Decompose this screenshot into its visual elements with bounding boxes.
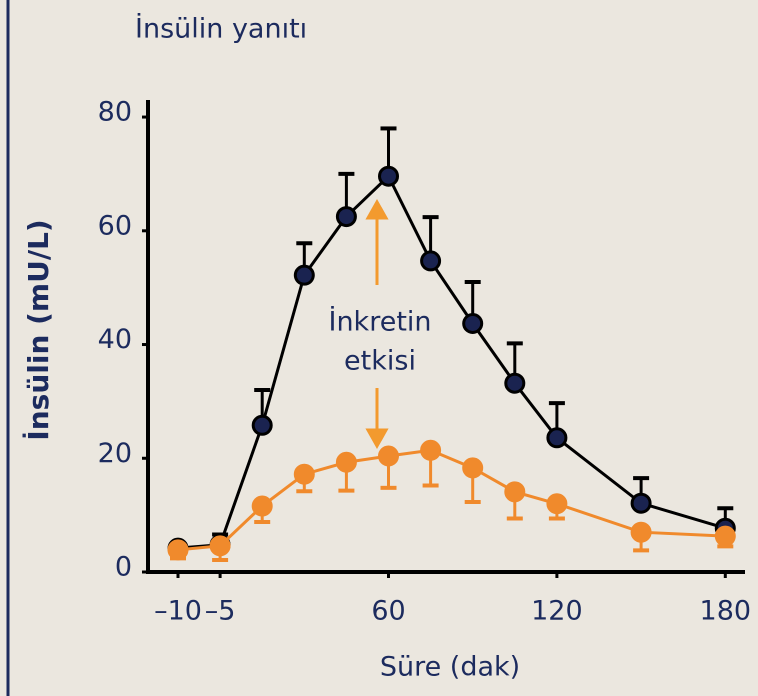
data-point	[462, 457, 484, 479]
annotation-arrows	[365, 198, 389, 450]
y-tick-label: 0	[115, 552, 132, 583]
data-point	[209, 535, 231, 557]
x-tick-label: 60	[371, 596, 405, 627]
data-point	[335, 451, 357, 473]
y-tick-label: 60	[98, 210, 132, 241]
data-point	[546, 427, 568, 449]
data-point	[335, 206, 357, 228]
chart-title: İnsülin yanıtı	[135, 13, 307, 45]
data-point	[546, 493, 568, 515]
x-tick-label: –10	[154, 596, 202, 627]
data-point	[630, 492, 652, 514]
annotation: İnkretin	[328, 306, 431, 338]
y-tick-label: 40	[98, 324, 132, 355]
y-tick-label: 20	[98, 438, 132, 469]
data-point	[630, 521, 652, 543]
data-point	[462, 312, 484, 334]
data-point	[504, 372, 526, 394]
data-point	[420, 250, 442, 272]
data-point	[378, 165, 399, 187]
x-axis-label: Süre (dak)	[380, 652, 520, 683]
data-point	[378, 445, 399, 467]
arrow-head	[365, 428, 389, 450]
data-point	[504, 481, 526, 503]
x-tick-label: 180	[700, 596, 752, 627]
data-point	[420, 439, 442, 461]
y-axis-label: İnsülin (mU/L)	[21, 219, 55, 440]
x-tick-label: 120	[531, 596, 583, 627]
data-point	[714, 525, 736, 547]
data-point	[251, 495, 273, 517]
data-point	[251, 414, 273, 436]
series-line	[177, 173, 726, 550]
annotation: etkisi	[344, 346, 416, 377]
y-tick-label: 80	[98, 97, 132, 128]
data-point	[293, 264, 315, 286]
x-tick-label: –5	[205, 596, 236, 627]
arrow-head	[365, 198, 389, 220]
data-point	[167, 539, 189, 561]
data-point	[293, 463, 315, 485]
